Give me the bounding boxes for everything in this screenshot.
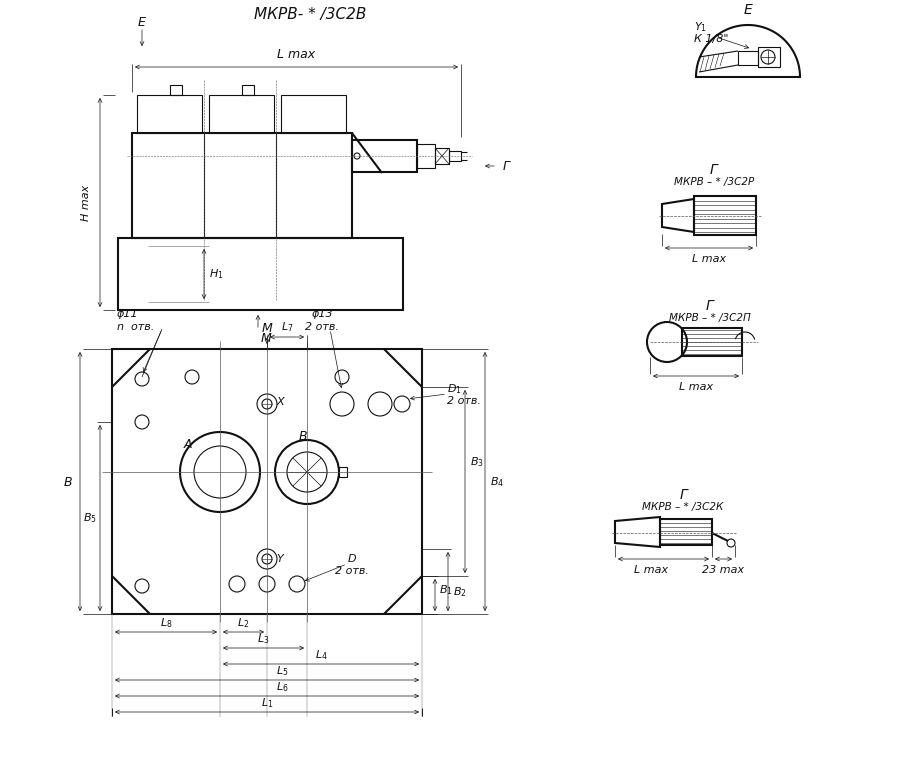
Text: M: M [261,331,272,344]
Text: $B_2$: $B_2$ [453,585,467,599]
Text: $L_3$: $L_3$ [256,632,269,646]
Text: L max: L max [634,565,668,575]
Text: E: E [743,3,752,17]
Text: 2 отв.: 2 отв. [447,396,481,406]
Text: $B_4$: $B_4$ [490,475,504,489]
Bar [449,151,461,161]
Text: $L_6$: $L_6$ [275,680,288,694]
Bar [682,328,742,356]
Text: $B_3$: $B_3$ [470,455,484,469]
Bar [694,196,756,235]
Bar [132,133,352,238]
Text: $Y_1$: $Y_1$ [694,20,707,34]
Text: L max: L max [277,49,315,62]
Text: Г: Г [680,488,687,502]
Text: МКРВ – * /3С2К: МКРВ – * /3С2К [643,502,724,512]
Text: $L_1$: $L_1$ [261,696,274,710]
Text: МКРВ – * /3С2Р: МКРВ – * /3С2Р [674,177,754,187]
Text: $H_1$: $H_1$ [209,267,223,281]
Text: Г: Г [710,163,718,177]
Text: $L_8$: $L_8$ [159,616,172,630]
Text: L max: L max [692,254,726,264]
Text: 23 max: 23 max [702,565,744,575]
Bar [118,238,403,310]
Text: E: E [138,15,146,29]
Text: $L_2$: $L_2$ [237,616,249,630]
Text: $B_1$: $B_1$ [439,583,453,597]
Text: n  отв.: n отв. [117,322,154,332]
Bar [242,85,254,95]
Text: B: B [299,431,307,443]
Text: $L_5$: $L_5$ [275,664,288,678]
Bar [137,95,202,133]
Text: К 1/8": К 1/8" [694,34,728,44]
Text: H max: H max [81,185,91,221]
Bar [170,85,182,95]
Bar [352,140,417,172]
Text: 2 отв.: 2 отв. [305,322,339,332]
Text: Г: Г [706,299,714,313]
Text: $L_7$: $L_7$ [281,320,293,334]
Bar [339,467,347,477]
Bar [281,95,346,133]
Text: B: B [64,476,72,489]
Text: D: D [347,554,356,564]
Text: M: M [262,323,273,336]
Text: МКРВ- * /3С2В: МКРВ- * /3С2В [254,8,366,22]
Text: A: A [184,438,193,451]
Text: ϕ13: ϕ13 [311,309,333,319]
Bar [112,349,422,614]
Text: L max: L max [679,382,713,392]
Text: МКРВ – * /3С2П: МКРВ – * /3С2П [669,313,751,323]
Bar [738,51,758,65]
Bar [417,144,435,168]
Text: $B_5$: $B_5$ [83,511,97,525]
Text: $D_1$: $D_1$ [447,382,462,396]
Text: 2 отв.: 2 отв. [335,566,369,576]
Text: Y: Y [276,554,284,564]
Bar [209,95,274,133]
Text: Г: Г [502,160,509,172]
Text: $L_4$: $L_4$ [315,648,328,662]
Text: ϕ11: ϕ11 [117,309,139,319]
Bar [660,519,712,545]
Text: X: X [276,397,284,407]
Bar [758,47,780,67]
Bar [435,148,449,164]
